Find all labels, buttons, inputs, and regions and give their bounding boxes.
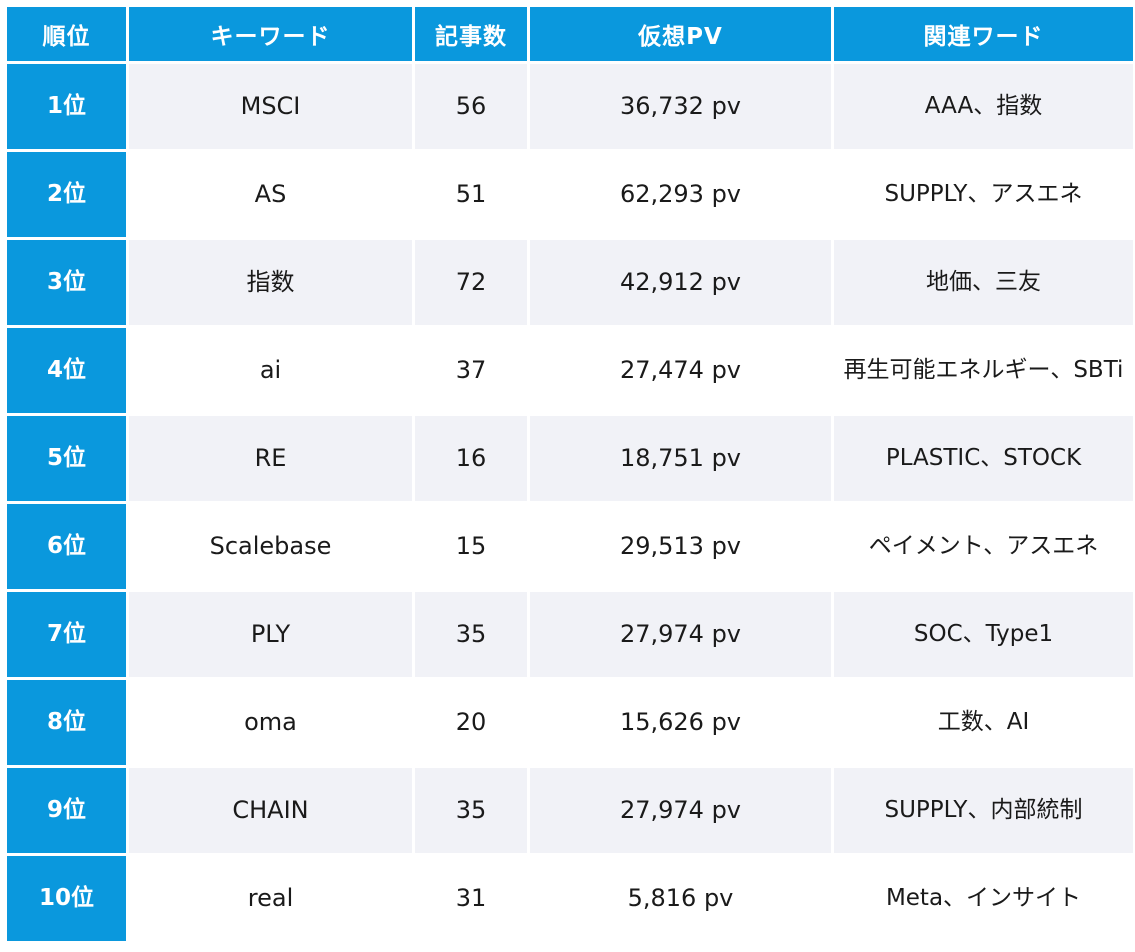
article-count-cell: 51 [415,152,527,237]
related-words-cell: SUPPLY、アスエネ [834,152,1133,237]
related-words-cell: PLASTIC、STOCK [834,416,1133,501]
rank-cell: 1位 [7,64,126,149]
virtual-pv-cell: 18,751 pv [530,416,831,501]
table-body: 1位 MSCI 56 36,732 pv AAA、指数 2位 AS 51 62,… [7,64,1133,941]
virtual-pv-cell: 27,974 pv [530,768,831,853]
table-row: 3位 指数 72 42,912 pv 地価、三友 [7,240,1133,325]
virtual-pv-cell: 36,732 pv [530,64,831,149]
article-count-cell: 20 [415,680,527,765]
related-words-cell: 工数、AI [834,680,1133,765]
virtual-pv-cell: 15,626 pv [530,680,831,765]
related-words-cell: 地価、三友 [834,240,1133,325]
keyword-cell: CHAIN [129,768,412,853]
keyword-ranking-table: 順位 キーワード 記事数 仮想PV 関連ワード 1位 MSCI 56 36,73… [4,4,1135,944]
header-keyword: キーワード [129,7,412,61]
virtual-pv-cell: 27,974 pv [530,592,831,677]
keyword-cell: AS [129,152,412,237]
related-words-cell: Meta、インサイト [834,856,1133,941]
table-row: 9位 CHAIN 35 27,974 pv SUPPLY、内部統制 [7,768,1133,853]
table-row: 4位 ai 37 27,474 pv 再生可能エネルギー、SBTi [7,328,1133,413]
keyword-cell: RE [129,416,412,501]
keyword-cell: oma [129,680,412,765]
article-count-cell: 72 [415,240,527,325]
related-words-cell: 再生可能エネルギー、SBTi [834,328,1133,413]
table-row: 6位 Scalebase 15 29,513 pv ペイメント、アスエネ [7,504,1133,589]
article-count-cell: 56 [415,64,527,149]
table-row: 8位 oma 20 15,626 pv 工数、AI [7,680,1133,765]
table-header: 順位 キーワード 記事数 仮想PV 関連ワード [7,7,1133,61]
related-words-cell: AAA、指数 [834,64,1133,149]
virtual-pv-cell: 42,912 pv [530,240,831,325]
header-related-words: 関連ワード [834,7,1133,61]
table-row: 1位 MSCI 56 36,732 pv AAA、指数 [7,64,1133,149]
keyword-cell: ai [129,328,412,413]
virtual-pv-cell: 5,816 pv [530,856,831,941]
header-rank: 順位 [7,7,126,61]
keyword-cell: PLY [129,592,412,677]
article-count-cell: 15 [415,504,527,589]
header-virtual-pv: 仮想PV [530,7,831,61]
article-count-cell: 35 [415,768,527,853]
rank-cell: 3位 [7,240,126,325]
keyword-cell: real [129,856,412,941]
keyword-cell: MSCI [129,64,412,149]
article-count-cell: 37 [415,328,527,413]
article-count-cell: 35 [415,592,527,677]
keyword-cell: Scalebase [129,504,412,589]
rank-cell: 4位 [7,328,126,413]
related-words-cell: SUPPLY、内部統制 [834,768,1133,853]
rank-cell: 6位 [7,504,126,589]
table-row: 10位 real 31 5,816 pv Meta、インサイト [7,856,1133,941]
related-words-cell: SOC、Type1 [834,592,1133,677]
rank-cell: 2位 [7,152,126,237]
table-row: 5位 RE 16 18,751 pv PLASTIC、STOCK [7,416,1133,501]
keyword-cell: 指数 [129,240,412,325]
rank-cell: 9位 [7,768,126,853]
header-row: 順位 キーワード 記事数 仮想PV 関連ワード [7,7,1133,61]
header-article-count: 記事数 [415,7,527,61]
related-words-cell: ペイメント、アスエネ [834,504,1133,589]
virtual-pv-cell: 62,293 pv [530,152,831,237]
virtual-pv-cell: 27,474 pv [530,328,831,413]
rank-cell: 10位 [7,856,126,941]
article-count-cell: 31 [415,856,527,941]
table-row: 7位 PLY 35 27,974 pv SOC、Type1 [7,592,1133,677]
rank-cell: 5位 [7,416,126,501]
virtual-pv-cell: 29,513 pv [530,504,831,589]
article-count-cell: 16 [415,416,527,501]
table-row: 2位 AS 51 62,293 pv SUPPLY、アスエネ [7,152,1133,237]
rank-cell: 8位 [7,680,126,765]
rank-cell: 7位 [7,592,126,677]
